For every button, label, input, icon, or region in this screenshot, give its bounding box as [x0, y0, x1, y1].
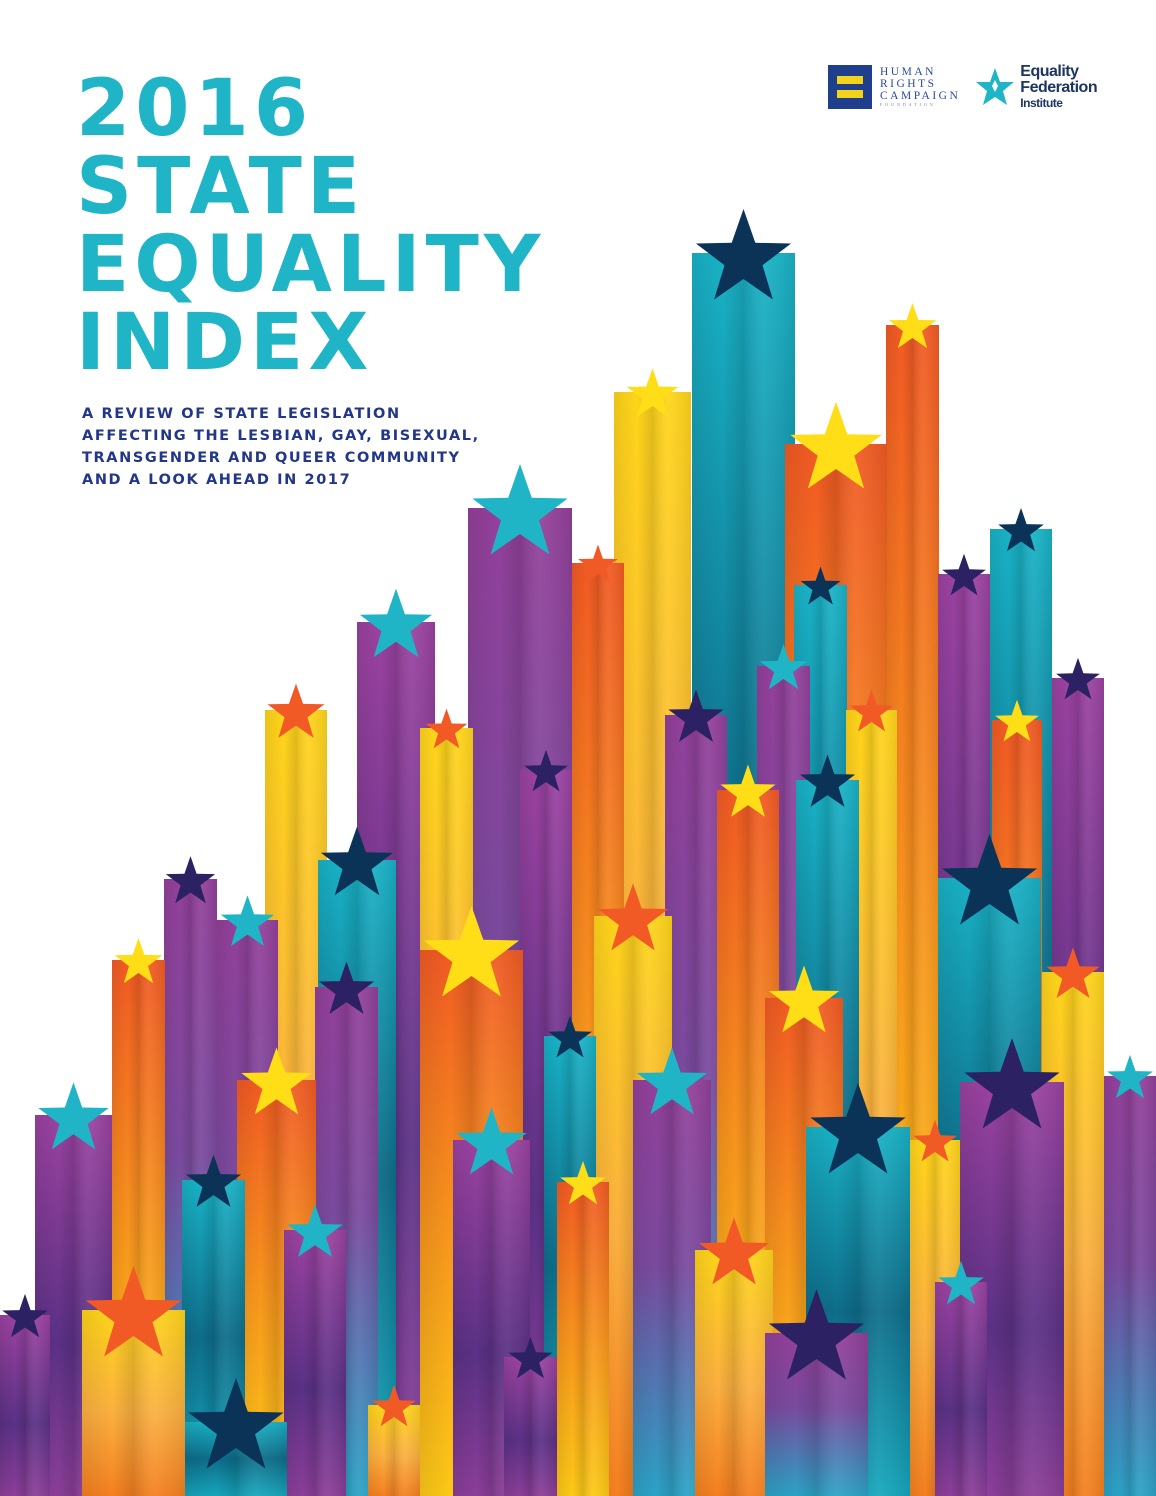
orange-star-icon [425, 708, 468, 749]
yellow-star-icon [560, 1160, 606, 1205]
teal-star-icon [1107, 1054, 1153, 1099]
bar-with-star [695, 1217, 773, 1496]
navy-star-icon [188, 1378, 284, 1469]
orange-star-icon [85, 1266, 182, 1357]
yellow-star-icon [114, 938, 163, 984]
indigo-star-icon [508, 1336, 553, 1379]
yellow-star-icon [241, 1047, 312, 1115]
navy-star-icon [799, 754, 856, 807]
cover-title: 2016 STATE EQUALITY INDEX [76, 70, 545, 382]
bar-with-star [1042, 947, 1104, 1496]
indigo-star-icon [668, 689, 724, 742]
indigo-star-icon [768, 1289, 865, 1380]
yellow-star-icon [995, 699, 1039, 742]
yellow-star-icon [423, 906, 520, 997]
bar-with-star [557, 1160, 609, 1496]
orange-star-icon [597, 883, 669, 951]
navy-star-icon [548, 1015, 592, 1058]
teal-star-icon [636, 1047, 708, 1115]
navy-star-icon [998, 507, 1044, 552]
partner-logos: HUMAN RIGHTS CAMPAIGN FOUNDATION Equalit… [828, 63, 1098, 111]
title-line-state: STATE [76, 142, 366, 232]
indigo-star-icon [165, 856, 216, 904]
yellow-star-icon [888, 303, 937, 349]
teal-star-icon [938, 1260, 984, 1305]
navy-star-icon [941, 834, 1038, 925]
yellow-star-icon [790, 401, 882, 489]
yellow-star-icon [720, 764, 776, 817]
teal-star-icon [220, 895, 275, 946]
subtitle-line: AND A LOOK AHEAD IN 2017 [82, 472, 352, 488]
teal-star-icon [456, 1107, 527, 1175]
navy-star-icon [810, 1083, 906, 1174]
bar-with-star [935, 1260, 987, 1496]
yellow-star-icon [768, 965, 840, 1033]
subtitle-line: TRANSGENDER AND QUEER COMMUNITY [82, 450, 461, 466]
subtitle-line: A REVIEW OF STATE LEGISLATION [82, 406, 401, 422]
efi-logo-text: Equality Federation Institute [1020, 63, 1098, 111]
navy-star-icon [695, 209, 792, 300]
indigo-star-icon [2, 1293, 48, 1338]
orange-star-icon [849, 689, 894, 732]
orange-star-icon [372, 1384, 416, 1427]
efi-star-icon [976, 68, 1015, 105]
title-line-index: INDEX [76, 298, 374, 388]
bar-with-star [368, 1384, 420, 1496]
orange-star-icon [267, 683, 325, 738]
yellow-star-icon [626, 368, 679, 418]
teal-star-icon [287, 1204, 343, 1257]
orange-star-icon [1046, 947, 1100, 998]
bar-with-star [504, 1336, 557, 1496]
orange-star-icon [698, 1217, 770, 1285]
navy-star-icon [185, 1154, 242, 1207]
indigo-star-icon [318, 961, 375, 1014]
bar-with-star [1104, 1054, 1156, 1496]
navy-star-icon [800, 566, 841, 605]
title-line-equality: EQUALITY [76, 220, 546, 310]
cover-subtitle: A REVIEW OF STATE LEGISLATION AFFECTING … [82, 403, 480, 491]
teal-star-icon [38, 1082, 109, 1150]
indigo-star-icon [942, 553, 986, 596]
navy-star-icon [320, 826, 394, 896]
orange-star-icon [913, 1119, 957, 1162]
orange-star-icon [578, 544, 618, 583]
bar-with-star [82, 1266, 185, 1496]
indigo-star-icon [964, 1038, 1060, 1129]
teal-star-icon [359, 588, 433, 658]
bar-with-star [0, 1293, 50, 1496]
indigo-star-icon [1056, 657, 1100, 700]
title-year: 2016 [76, 64, 314, 154]
teal-star-icon [759, 644, 808, 690]
hrc-equal-sign-icon [828, 65, 872, 109]
hrc-logo-text: HUMAN RIGHTS CAMPAIGN FOUNDATION [880, 66, 961, 107]
subtitle-line: AFFECTING THE LESBIAN, GAY, BISEXUAL, [82, 428, 480, 444]
indigo-star-icon [524, 749, 568, 792]
bar-with-star [284, 1204, 346, 1496]
bars-layer [0, 209, 1156, 1496]
bar-with-star [185, 1378, 287, 1496]
teal-star-icon [472, 464, 568, 555]
bar-with-star [765, 1289, 868, 1496]
